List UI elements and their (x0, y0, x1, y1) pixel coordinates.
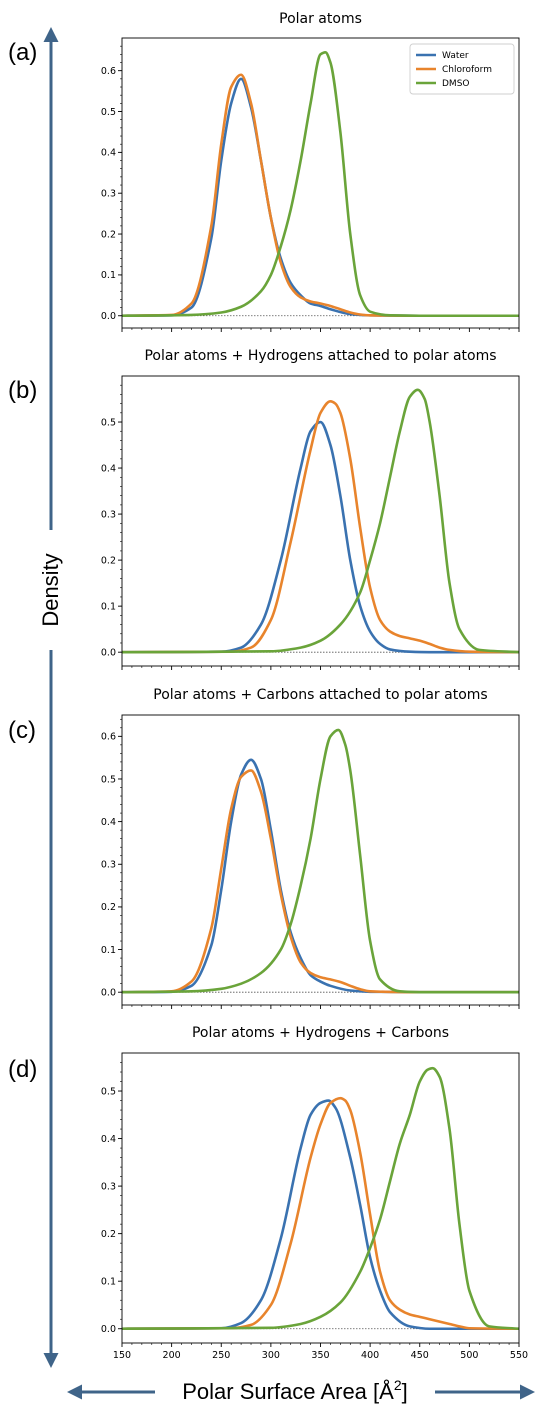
plot-frame (121, 1052, 520, 1344)
series-line-water (122, 77, 519, 318)
y-tick-label: 0.0 (101, 647, 116, 658)
x-tick-label: 450 (411, 1350, 429, 1361)
y-tick-label: 0.3 (101, 860, 116, 871)
panels: (a) Polar atoms 0.0 0.1 0.2 0.3 0.4 0.5 0.6 Water… (8, 11, 528, 1361)
series-line-dmso (122, 1066, 519, 1331)
y-tick-label: 0.3 (101, 509, 116, 520)
y-tick-label: 0.4 (101, 148, 116, 159)
chart-title: Polar atoms + Hydrogens attached to pola… (144, 348, 496, 364)
y-tick-label: 0.1 (101, 270, 116, 281)
legend-entry: DMSO (442, 79, 470, 89)
y-tick-label: 0.3 (101, 1181, 116, 1192)
plot-frame (121, 714, 520, 1006)
series-line-chloroform (122, 1096, 519, 1331)
panel-label: (c) (8, 717, 36, 744)
y-tick-label: 0.2 (101, 902, 116, 913)
series-group (122, 1066, 519, 1331)
y-tick-label: 0.2 (101, 229, 116, 240)
y-axis-label: Density (38, 553, 63, 626)
y-tick-label: 0.1 (101, 945, 116, 956)
panel-c: (c) Polar atoms + Carbons attached to pol… (8, 687, 520, 1009)
series-group (122, 51, 519, 318)
series-line-water (122, 758, 519, 994)
y-tick-label: 0.0 (101, 311, 116, 322)
chart-title: Polar atoms + Carbons attached to polar … (153, 687, 487, 703)
series-group (122, 388, 519, 654)
series-line-dmso (122, 51, 519, 318)
panel-d: (d) Polar atoms + Hydrogens + Carbons 0.0 0… (8, 1025, 528, 1361)
series-line-chloroform (122, 400, 519, 654)
panel-label: (a) (8, 39, 37, 66)
chart-title: Polar atoms (279, 11, 362, 27)
plot-frame (121, 37, 520, 329)
y-tick-label: 0.6 (101, 66, 116, 77)
series-line-dmso (122, 728, 519, 994)
x-tick-label: 550 (510, 1350, 528, 1361)
panel-label: (d) (8, 1056, 37, 1083)
x-tick-label: 250 (212, 1350, 230, 1361)
y-tick-label: 0.5 (101, 417, 116, 428)
x-tick-label: 350 (311, 1350, 329, 1361)
x-tick-label: 300 (262, 1350, 280, 1361)
y-tick-label: 0.2 (101, 555, 116, 566)
series-line-dmso (122, 388, 519, 654)
x-tick-label: 400 (361, 1350, 379, 1361)
y-tick-label: 0.1 (101, 1276, 116, 1287)
y-tick-label: 0.0 (101, 1324, 116, 1335)
y-tick-label: 0.4 (101, 463, 116, 474)
y-tick-label: 0.5 (101, 1086, 116, 1097)
chart-title: Polar atoms + Hydrogens + Carbons (192, 1025, 449, 1041)
panel-b: (b) Polar atoms + Hydrogens attached to p… (8, 348, 520, 670)
plot-frame (121, 375, 520, 667)
x-tick-label: 150 (113, 1350, 131, 1361)
x-tick-label: 500 (460, 1350, 478, 1361)
y-tick-label: 0.3 (101, 189, 116, 200)
series-line-chloroform (122, 769, 519, 994)
y-tick-label: 0.5 (101, 774, 116, 785)
panel-label: (b) (8, 377, 37, 404)
legend (409, 43, 515, 95)
panel-a: (a) Polar atoms 0.0 0.1 0.2 0.3 0.4 0.5 0.6 Water… (8, 11, 520, 332)
series-line-water (122, 420, 519, 654)
y-tick-label: 0.4 (101, 1134, 116, 1145)
y-tick-label: 0.2 (101, 1229, 116, 1240)
legend-entry: Chloroform (442, 65, 492, 75)
series-line-chloroform (122, 73, 519, 318)
y-tick-label: 0.4 (101, 817, 116, 828)
legend-entry: Water (442, 51, 469, 61)
y-tick-label: 0.6 (101, 732, 116, 743)
y-tick-label: 0.1 (101, 601, 116, 612)
y-tick-label: 0.0 (101, 988, 116, 999)
series-group (122, 728, 519, 994)
x-axis-label: Polar Surface Area [Å2] (182, 1377, 407, 1404)
y-tick-label: 0.5 (101, 107, 116, 118)
x-tick-label: 200 (163, 1350, 181, 1361)
